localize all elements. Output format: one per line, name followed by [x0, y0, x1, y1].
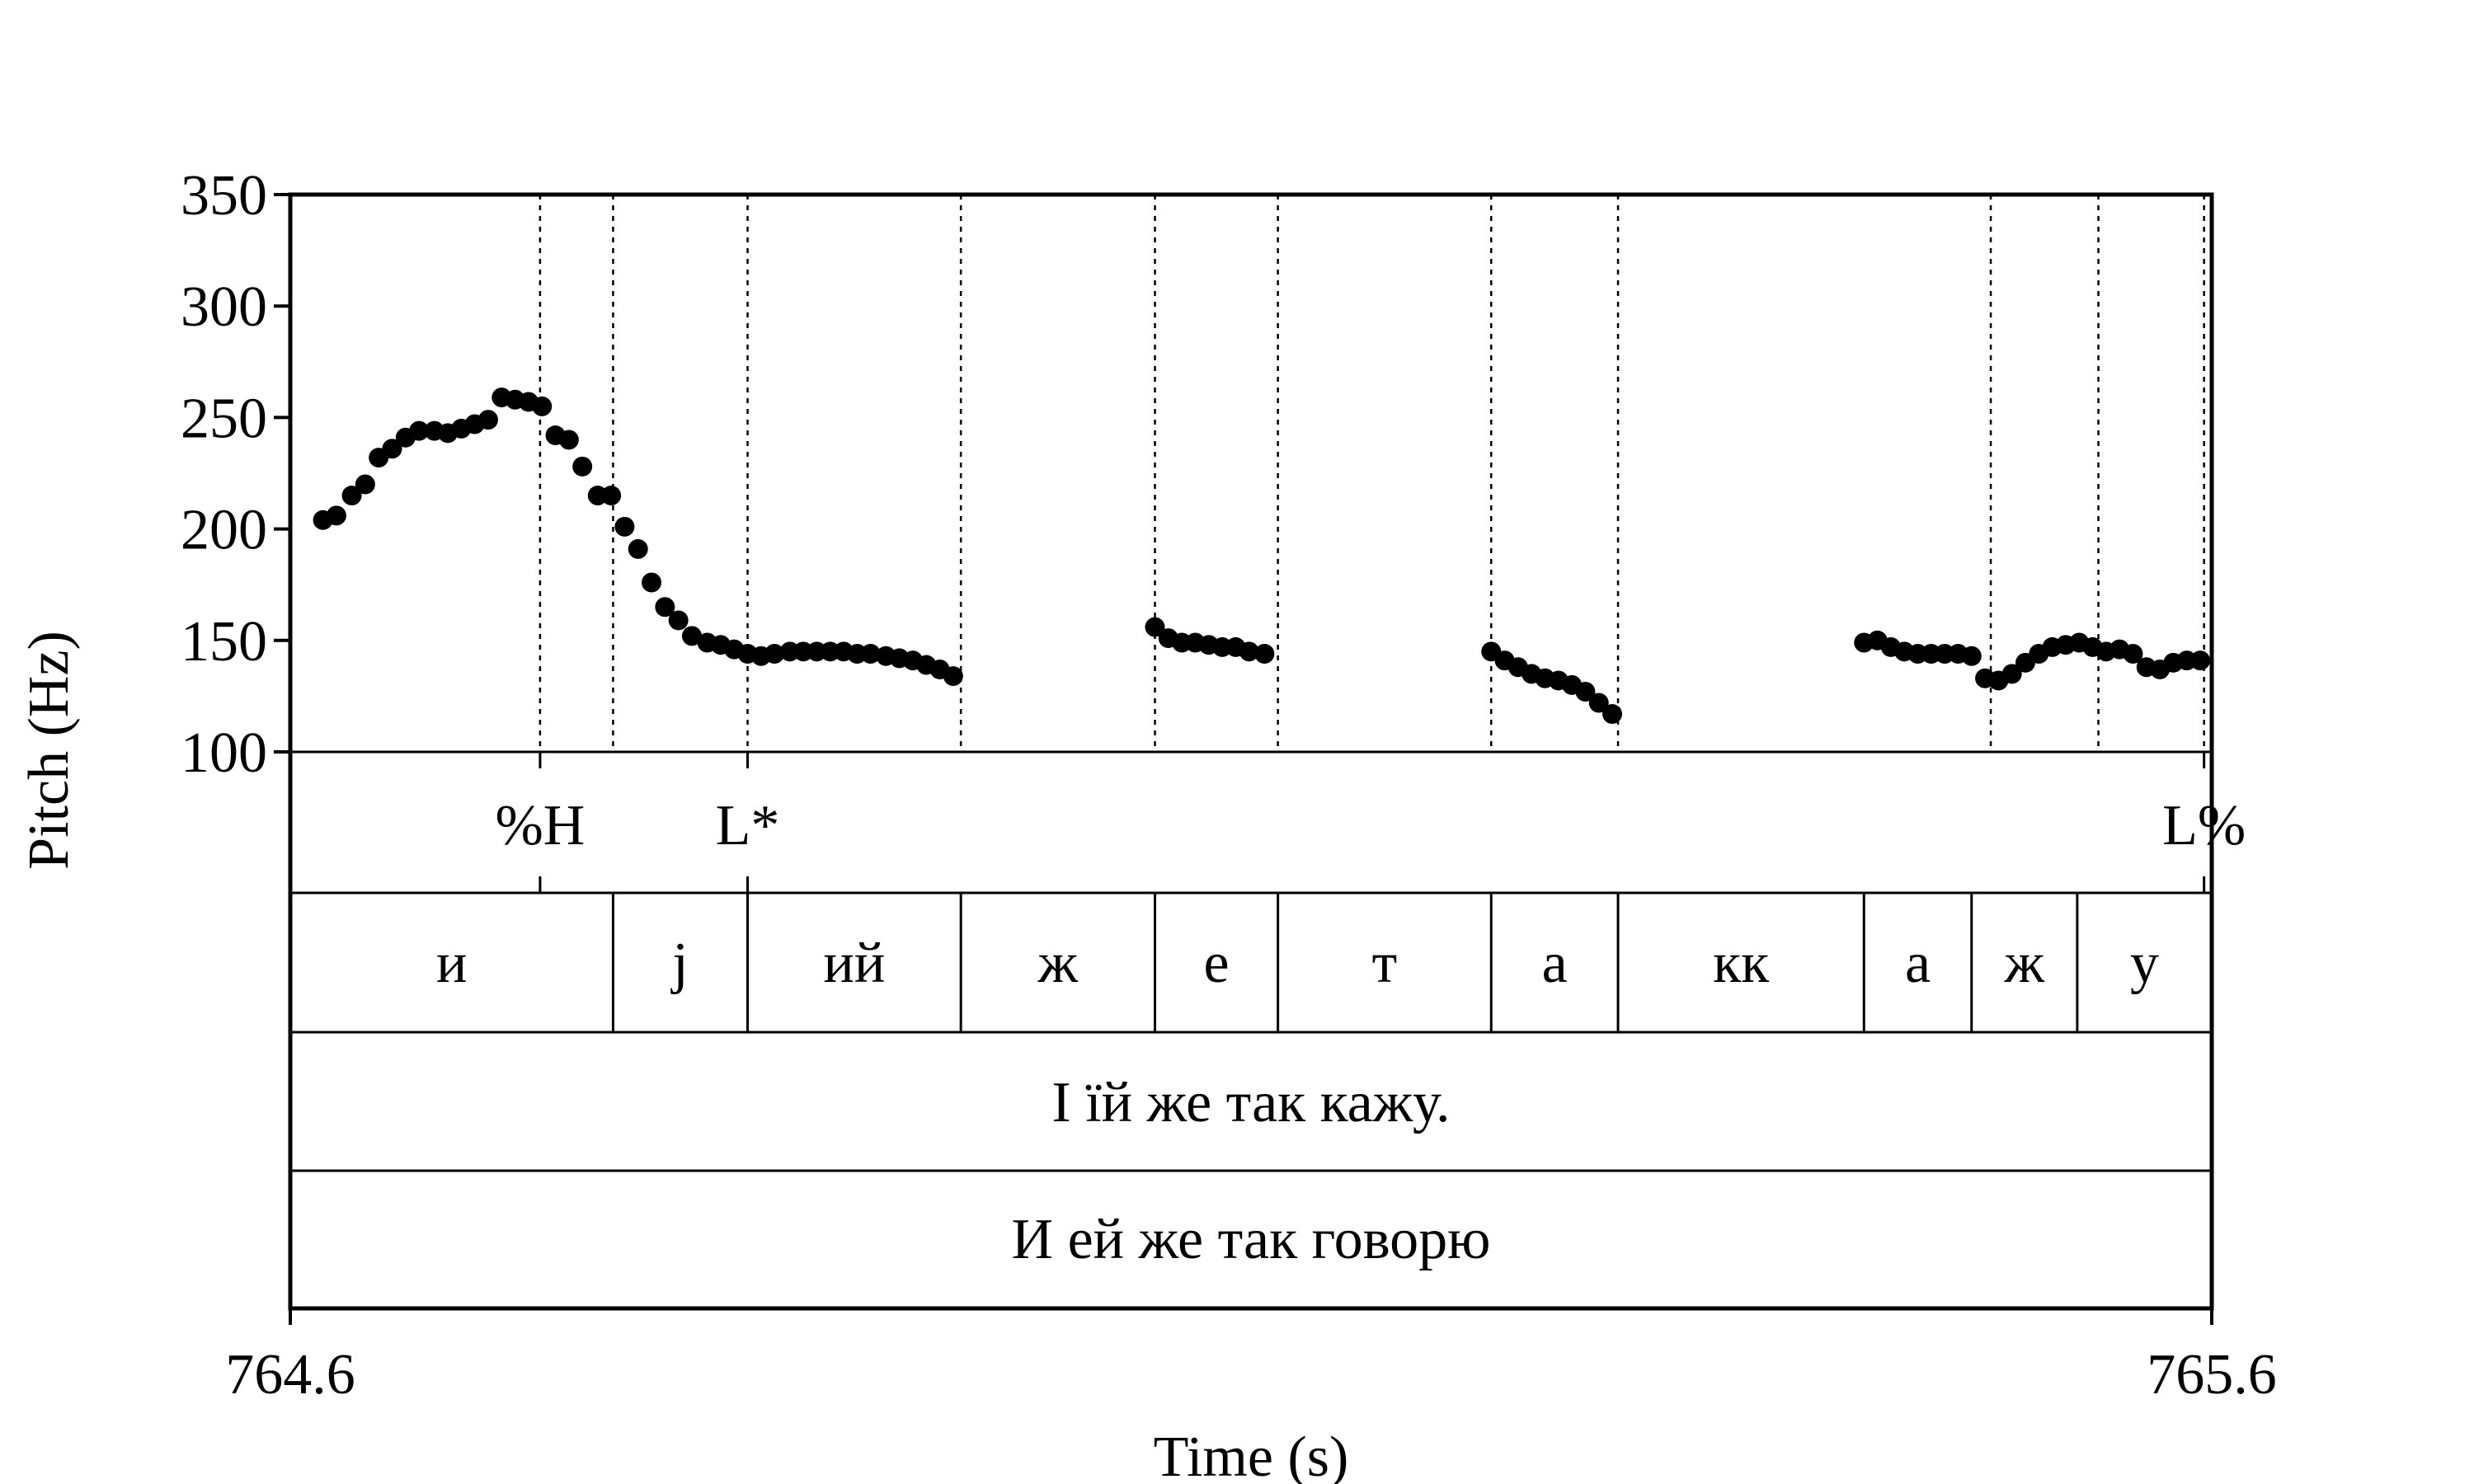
pitch-point [477, 410, 498, 430]
y-tick-label: 100 [181, 721, 267, 785]
pitch-point [382, 439, 402, 459]
pitch-point [532, 396, 553, 416]
segment-label: j [670, 932, 688, 995]
pitch-point [2123, 644, 2143, 665]
boundary-lines [539, 195, 2205, 752]
pitch-point [601, 486, 622, 506]
pitch-point [681, 626, 702, 646]
pitch-point [1588, 693, 1609, 713]
segment-label: т [1372, 932, 1398, 995]
pitch-point [1254, 644, 1275, 665]
pitch-point [1239, 641, 1259, 662]
orthography-label: І їй же так кажу. [1051, 1071, 1450, 1134]
pitch-point [1145, 617, 1165, 637]
y-tick-label: 300 [181, 275, 267, 339]
segment-label: ий [823, 932, 885, 995]
y-tick-label: 350 [181, 164, 267, 228]
y-tick-label: 250 [181, 387, 267, 450]
pitch-point [409, 420, 430, 441]
x-axis: 764.6 765.6 [225, 1308, 2277, 1407]
pitch-point [1602, 704, 1623, 725]
segment-label: е [1204, 932, 1230, 995]
y-axis-title: Pitch (Hz) [17, 631, 81, 870]
segment-label: а [1905, 932, 1931, 995]
segment-tier: и j ий ж е т а кк а ж у [436, 893, 2159, 1032]
segment-label: а [1542, 932, 1568, 995]
pitch-point [572, 456, 593, 477]
pitch-point [355, 474, 375, 495]
segment-label: ж [2004, 932, 2045, 995]
tone-label: L* [716, 794, 780, 857]
pitch-point [1575, 681, 1596, 702]
pitch-point [642, 572, 662, 593]
segment-label: и [436, 932, 467, 995]
pitch-point [341, 486, 362, 506]
translation-label: И ей же так говорю [1012, 1208, 1491, 1271]
tone-label: L% [2162, 794, 2246, 857]
x-tick-label: 765.6 [2147, 1343, 2277, 1407]
pitch-point [614, 516, 635, 537]
pitch-point [764, 644, 785, 665]
segment-label: у [2130, 932, 2159, 995]
x-tick-label: 764.6 [225, 1343, 355, 1407]
y-axis: 100 150 200 250 300 350 [181, 164, 290, 785]
y-tick-label: 200 [181, 499, 267, 562]
pitch-point [628, 538, 648, 559]
tone-label: %H [495, 794, 585, 857]
segment-label: кк [1713, 932, 1770, 995]
tier-dividers [290, 750, 2212, 1172]
pitch-point [860, 644, 881, 665]
tone-tier: %H L* L% [495, 752, 2246, 893]
pitch-point [668, 610, 689, 631]
segment-label: ж [1037, 932, 1079, 995]
pitch-point [943, 666, 963, 687]
pitch-point [326, 505, 346, 526]
pitch-track [313, 387, 2211, 725]
y-tick-label: 150 [181, 610, 267, 674]
pitch-point [655, 597, 675, 618]
pitch-point [2190, 650, 2211, 671]
x-axis-title: Time (s) [1154, 1425, 1349, 1484]
pitch-point [2001, 664, 2022, 684]
pitch-point [1961, 646, 1982, 666]
pitch-point [558, 430, 579, 450]
